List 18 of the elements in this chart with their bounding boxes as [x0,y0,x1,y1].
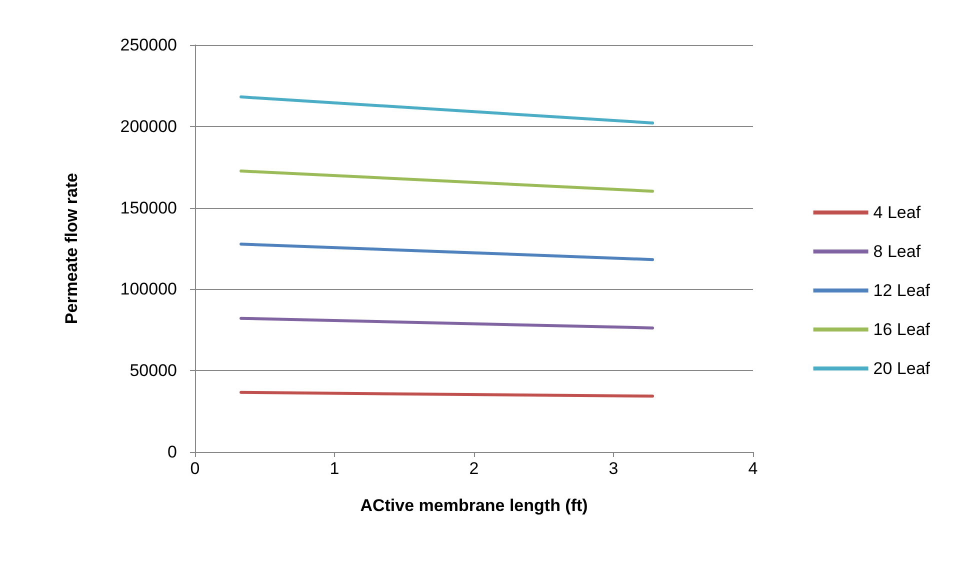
legend-label: 20 Leaf [873,359,930,378]
legend-label: 4 Leaf [873,203,921,222]
y-tick-label: 100000 [120,280,177,299]
x-tick-label: 2 [469,459,479,478]
y-tick-label: 150000 [120,198,177,218]
x-tick-label: 3 [608,459,618,478]
y-axis-title: Permeate flow rate [62,172,81,324]
y-tick-label: 0 [168,442,177,462]
x-tick-label: 0 [190,459,200,478]
legend-label: 8 Leaf [873,242,921,261]
x-axis-title: ACtive membrane length (ft) [360,496,588,515]
y-tick-label: 250000 [120,36,177,54]
legend-label: 16 Leaf [873,320,930,339]
legend-label: 12 Leaf [873,281,930,300]
y-tick-label: 200000 [120,116,177,136]
y-tick-label: 50000 [130,361,177,380]
x-tick-label: 1 [330,459,340,478]
x-tick-label: 4 [748,459,758,478]
